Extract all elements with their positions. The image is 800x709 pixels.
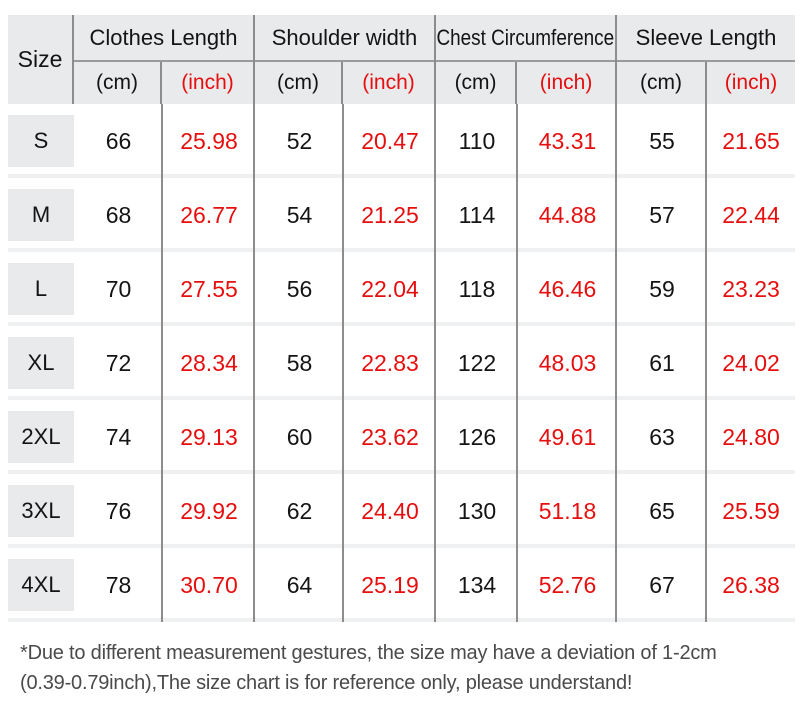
value-cm: 56 [286, 275, 313, 302]
unit-inch-header: (inch) [362, 71, 415, 94]
group-label-shoulder-width: Shoulder width [271, 24, 418, 50]
unit-cm-header: (cm) [255, 62, 344, 104]
value-cm: 57 [649, 201, 675, 228]
value-cm: 122 [457, 349, 497, 376]
value-inch: 43.31 [538, 127, 597, 154]
table-header: Size Clothes Length (cm) (inch) Shoulder… [8, 15, 795, 104]
value-cm: 126 [457, 423, 497, 450]
unit-cm-header: (cm) [617, 62, 707, 104]
value-inch: 44.88 [538, 201, 597, 228]
value-cm: 63 [649, 423, 675, 450]
value-inch: 26.77 [180, 201, 238, 228]
value-inch: 49.61 [538, 423, 597, 450]
value-inch: 21.25 [361, 201, 419, 228]
value-inch: 25.59 [722, 497, 780, 524]
value-inch: 22.44 [722, 201, 780, 228]
unit-cm-header: (cm) [74, 62, 163, 104]
footnote: *Due to different measurement gestures, … [20, 638, 780, 698]
value-cm: 62 [286, 497, 313, 524]
value-cm: 114 [458, 201, 496, 228]
group-label-clothes-length: Clothes Length [89, 24, 238, 50]
value-cm: 66 [105, 127, 132, 154]
value-inch: 20.47 [361, 127, 419, 154]
value-inch: 28.34 [180, 349, 238, 376]
units-row: (cm) (inch) [436, 60, 615, 104]
table-row: 2XL 74 29.13 60 23.62 126 49.61 63 24.80 [8, 400, 795, 474]
group-clothes-length: Clothes Length (cm) (inch) [74, 15, 255, 104]
group-label-chest-circumference: Chest Circumference [436, 15, 615, 60]
footnote-line-1: *Due to different measurement gestures, … [20, 642, 717, 664]
table-row: L 70 27.55 56 22.04 118 46.46 59 23.23 [8, 252, 795, 326]
value-cm: 61 [649, 349, 675, 376]
group-label-text: Chest Circumference [436, 24, 615, 50]
table-row: 3XL 76 29.92 62 24.40 130 51.18 65 25.59 [8, 474, 795, 548]
value-inch: 23.62 [361, 423, 419, 450]
value-cm: 55 [649, 127, 675, 154]
value-cm: 72 [105, 349, 132, 376]
value-cm: 76 [105, 497, 132, 524]
table-row: XL 72 28.34 58 22.83 122 48.03 61 24.02 [8, 326, 795, 400]
value-cm: 64 [286, 571, 313, 598]
value-inch: 46.46 [538, 275, 597, 302]
size-label: M [8, 189, 74, 241]
table-body: S 66 25.98 52 20.47 110 43.31 55 21.65 M… [8, 104, 795, 622]
value-inch: 23.23 [722, 275, 780, 302]
value-inch: 52.76 [538, 571, 597, 598]
units-row: (cm) (inch) [617, 60, 795, 104]
size-label: 2XL [8, 411, 74, 463]
value-cm: 58 [286, 349, 313, 376]
value-inch: 22.04 [361, 275, 419, 302]
value-inch: 25.19 [361, 571, 419, 598]
unit-inch-header: (inch) [181, 71, 234, 94]
value-cm: 59 [649, 275, 675, 302]
value-inch: 24.40 [361, 497, 419, 524]
table-row: M 68 26.77 54 21.25 114 44.88 57 22.44 [8, 178, 795, 252]
unit-inch-header: (inch) [724, 71, 778, 94]
value-inch: 30.70 [180, 571, 238, 598]
value-cm: 78 [105, 571, 132, 598]
size-label: XL [8, 337, 74, 389]
size-label: L [8, 263, 74, 315]
group-sleeve-length: Sleeve Length (cm) (inch) [617, 15, 795, 104]
value-inch: 48.03 [538, 349, 597, 376]
value-cm: 134 [457, 571, 497, 598]
unit-cm-header: (cm) [436, 62, 518, 104]
value-cm: 130 [457, 497, 497, 524]
footnote-line-2: (0.39-0.79inch),The size chart is for re… [20, 672, 633, 694]
size-label: 4XL [8, 559, 74, 611]
value-cm: 52 [286, 127, 313, 154]
size-label: 3XL [8, 485, 74, 537]
group-shoulder-width: Shoulder width (cm) (inch) [255, 15, 436, 104]
unit-inch-header: (inch) [539, 71, 593, 94]
table-row: 4XL 78 30.70 64 25.19 134 52.76 67 26.38 [8, 548, 795, 622]
value-cm: 60 [286, 423, 313, 450]
value-inch: 24.80 [722, 423, 780, 450]
value-cm: 70 [105, 275, 132, 302]
group-label-sleeve-length: Sleeve Length [635, 24, 777, 50]
value-cm: 118 [458, 275, 496, 302]
value-inch: 29.13 [180, 423, 238, 450]
value-cm: 65 [649, 497, 675, 524]
value-cm: 110 [458, 127, 496, 154]
value-cm: 68 [105, 201, 132, 228]
value-cm: 67 [649, 571, 675, 598]
size-label: S [8, 115, 74, 167]
value-inch: 27.55 [180, 275, 238, 302]
units-row: (cm) (inch) [255, 60, 434, 104]
value-inch: 24.02 [722, 349, 780, 376]
table-row: S 66 25.98 52 20.47 110 43.31 55 21.65 [8, 104, 795, 178]
value-inch: 25.98 [180, 127, 238, 154]
size-chart-table: Size Clothes Length (cm) (inch) Shoulder… [8, 15, 795, 622]
value-inch: 26.38 [722, 571, 780, 598]
value-cm: 54 [286, 201, 313, 228]
value-cm: 74 [105, 423, 132, 450]
value-inch: 29.92 [180, 497, 238, 524]
size-column-header: Size [8, 15, 74, 104]
group-chest-circumference: Chest Circumference (cm) (inch) [436, 15, 617, 104]
value-inch: 22.83 [361, 349, 419, 376]
value-inch: 21.65 [722, 127, 780, 154]
value-inch: 51.18 [538, 497, 597, 524]
units-row: (cm) (inch) [74, 60, 253, 104]
